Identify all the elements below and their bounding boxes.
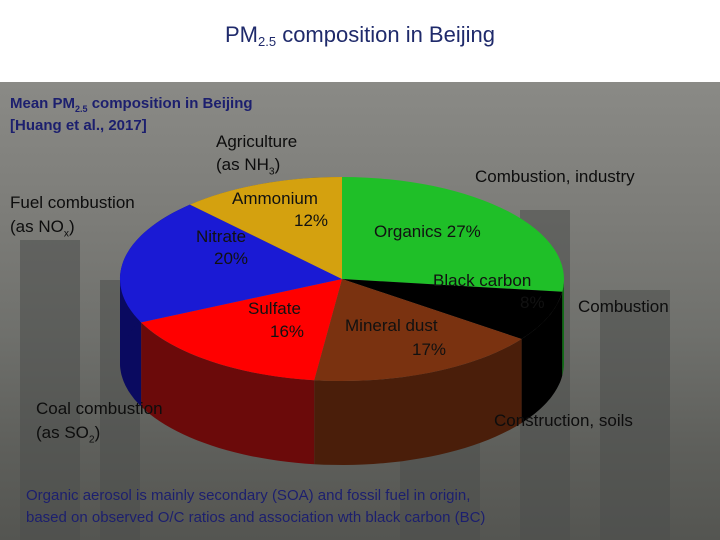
coal-combustion-label: Coal combustion bbox=[36, 399, 163, 418]
pie-side-mineral-dust bbox=[314, 339, 522, 465]
nitrate-value: 20% bbox=[214, 249, 249, 268]
pie-slice-ammonium bbox=[190, 176, 342, 279]
coal-combustion-sublabel: (as SO2) bbox=[36, 423, 101, 446]
pie-slice-organics bbox=[342, 177, 564, 292]
construction-soils-label: Construction, soils bbox=[494, 411, 633, 430]
mineral-dust-value: 17% bbox=[412, 340, 447, 359]
pie-slice-nitrate bbox=[119, 204, 342, 323]
pie-slice-sulfate bbox=[141, 279, 342, 381]
pie-slice-black-carbon bbox=[342, 279, 563, 339]
pie-side-sulfate bbox=[141, 322, 315, 465]
ammonium-label: Ammonium bbox=[232, 189, 318, 208]
page-title: PM2.5 composition in Beijing bbox=[225, 22, 495, 49]
pie-slice-mineral-dust bbox=[314, 279, 522, 382]
footer-line-2: based on observed O/C ratios and associa… bbox=[26, 509, 486, 526]
nitrate-label: Nitrate bbox=[196, 227, 247, 246]
agriculture-label: Agriculture bbox=[216, 132, 298, 151]
pie-side-organics bbox=[562, 279, 564, 376]
footer-line-1: Organic aerosol is mainly secondary (SOA… bbox=[26, 487, 471, 504]
fuel-combustion-label: Fuel combustion bbox=[10, 193, 135, 212]
combustion-industry-label: Combustion, industry bbox=[475, 167, 635, 186]
ammonium-value: 12% bbox=[294, 211, 329, 230]
agriculture-sublabel: (as NH3) bbox=[216, 155, 281, 178]
reference-line-1: Mean PM2.5 composition in Beijing bbox=[10, 95, 253, 114]
background-photo bbox=[0, 82, 720, 540]
reference-line-2: [Huang et al., 2017] bbox=[10, 117, 147, 134]
mineral-dust-label: Mineral dust bbox=[345, 316, 438, 335]
organics-label: Organics 27% bbox=[374, 222, 481, 241]
sulfate-label: Sulfate bbox=[248, 299, 301, 318]
pie-side-black-carbon bbox=[521, 291, 563, 423]
fuel-combustion-sublabel: (as NOx) bbox=[10, 217, 75, 240]
combustion-label: Combustion bbox=[578, 297, 669, 316]
black-carbon-value: 8% bbox=[520, 293, 545, 312]
black-carbon-label: Black carbon bbox=[433, 271, 532, 290]
sulfate-value: 16% bbox=[270, 322, 305, 341]
